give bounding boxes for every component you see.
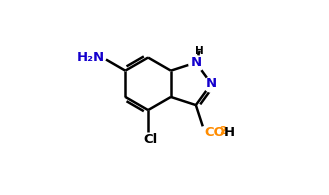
Text: CO: CO [205, 126, 226, 139]
Text: 2: 2 [219, 126, 227, 136]
Text: Cl: Cl [143, 133, 157, 146]
Text: N: N [190, 56, 201, 69]
Text: N: N [206, 77, 217, 90]
Text: H: H [223, 126, 235, 139]
Text: H₂N: H₂N [77, 51, 105, 64]
Text: H: H [195, 46, 204, 56]
